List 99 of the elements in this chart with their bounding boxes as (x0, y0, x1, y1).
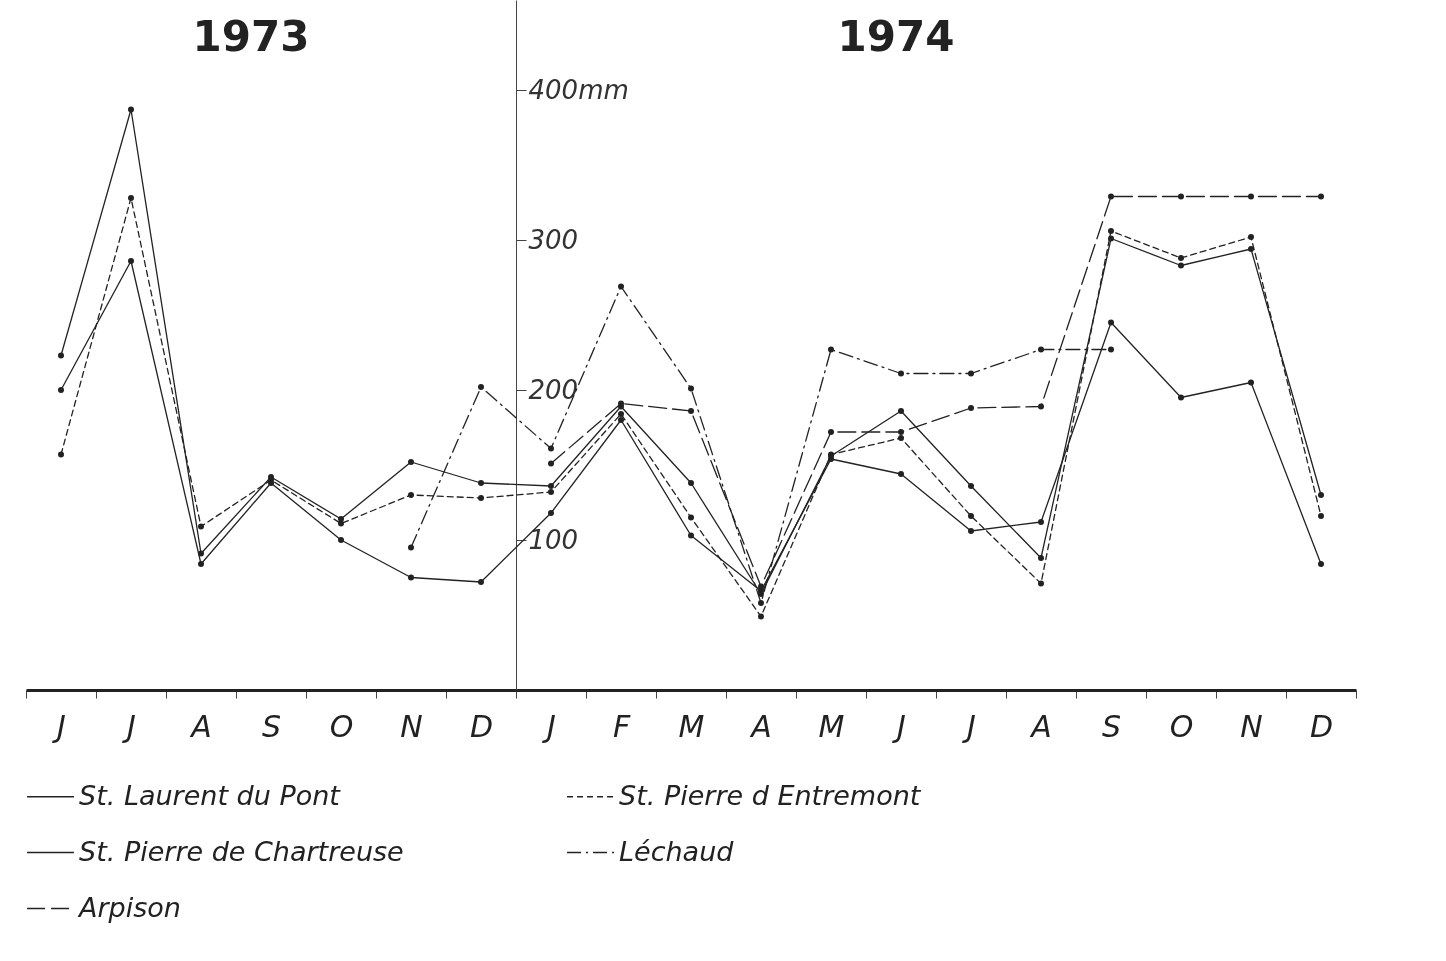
point (1108, 193, 1114, 200)
point (548, 489, 554, 495)
point (968, 370, 974, 377)
legend-label: St. Pierre d Entremont (619, 779, 922, 811)
point (1318, 492, 1324, 498)
point (1248, 234, 1254, 240)
annotation: 1973 (192, 12, 310, 61)
point (1178, 193, 1184, 200)
legend-label: St. Pierre de Chartreuse (79, 835, 404, 867)
point (478, 495, 484, 501)
point (1178, 394, 1184, 401)
x-tick-label: J (542, 708, 556, 744)
point (898, 435, 904, 441)
point (548, 510, 554, 516)
x-tick-label: O (329, 708, 354, 744)
point (1318, 193, 1324, 200)
point (408, 459, 414, 465)
point (128, 195, 134, 201)
point (898, 408, 904, 414)
point (408, 492, 414, 498)
x-tick-label: J (962, 708, 976, 744)
x-tick-label: A (189, 708, 212, 744)
point (478, 579, 484, 585)
point (1038, 519, 1044, 525)
point (968, 405, 974, 411)
point (758, 613, 764, 620)
point (548, 483, 554, 489)
point (828, 429, 834, 435)
point (548, 445, 554, 452)
point (618, 417, 624, 423)
point (618, 411, 624, 417)
x-tick-label: A (749, 708, 772, 744)
point (1318, 513, 1324, 519)
point (1178, 262, 1184, 269)
point (128, 258, 134, 264)
x-tick-label: M (678, 708, 705, 744)
point (198, 561, 204, 567)
x-tick-label: J (52, 708, 66, 744)
point (1248, 193, 1254, 200)
point (58, 387, 64, 393)
point (688, 385, 694, 392)
point (758, 583, 764, 590)
point (688, 514, 694, 521)
point (408, 574, 414, 581)
point (1318, 561, 1324, 567)
point (688, 480, 694, 486)
x-tick-label: O (1169, 708, 1194, 744)
y-tick-label: 200 (528, 374, 579, 405)
point (1248, 379, 1254, 386)
x-tick-label: D (1309, 708, 1334, 744)
point (548, 460, 554, 467)
x-tick-label: J (892, 708, 906, 744)
point (1038, 403, 1044, 410)
point (968, 483, 974, 489)
point (1108, 235, 1114, 242)
x-tick-label: F (612, 708, 631, 744)
point (1108, 319, 1114, 326)
x-tick-label: M (818, 708, 845, 744)
point (58, 451, 64, 458)
point (688, 532, 694, 539)
point (1038, 580, 1044, 587)
point (1108, 346, 1114, 353)
point (408, 544, 414, 551)
point (1038, 346, 1044, 353)
point (968, 528, 974, 534)
point (198, 550, 204, 557)
point (128, 106, 134, 113)
point (478, 480, 484, 486)
point (828, 346, 834, 353)
point (898, 370, 904, 377)
x-tick-label: A (1029, 708, 1052, 744)
x-tick-label: D (469, 708, 494, 744)
point (478, 384, 484, 390)
x-tick-label: N (1240, 708, 1263, 744)
point (688, 408, 694, 414)
point (968, 513, 974, 519)
legend-label: Léchaud (619, 835, 735, 867)
point (58, 352, 64, 359)
point (198, 523, 204, 530)
point (1038, 555, 1044, 561)
point (758, 600, 764, 606)
annotation: 1974 (837, 12, 955, 61)
point (898, 429, 904, 435)
point (898, 471, 904, 477)
y-tick-label: 300 (528, 224, 579, 255)
point (1248, 246, 1254, 252)
y-tick-label: 400mm (528, 74, 629, 105)
x-tick-label: S (1101, 708, 1122, 744)
legend-label: Arpison (77, 891, 181, 923)
y-tick-label: 100 (528, 524, 579, 555)
point (1108, 228, 1114, 234)
point (618, 283, 624, 290)
point (338, 516, 344, 522)
x-tick-label: J (122, 708, 136, 744)
x-tick-label: S (261, 708, 282, 744)
point (338, 537, 344, 543)
x-tick-label: N (400, 708, 423, 744)
point (1178, 255, 1184, 261)
legend-label: St. Laurent du Pont (79, 779, 342, 811)
